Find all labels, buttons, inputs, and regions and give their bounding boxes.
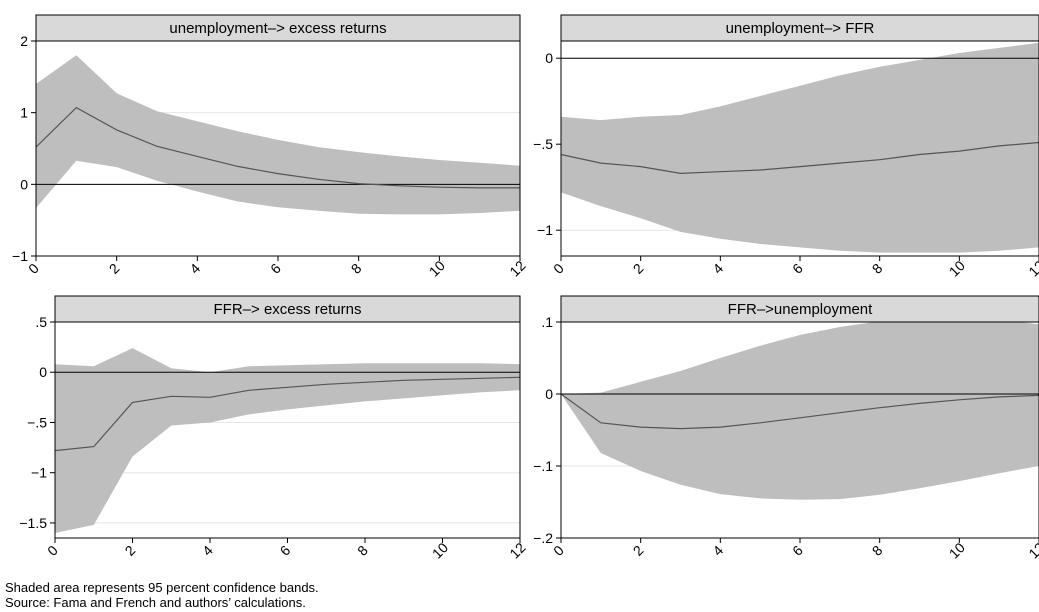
x-tick-label: 12 <box>506 539 528 560</box>
x-tick-label: 0 <box>44 542 61 559</box>
x-tick-label: 8 <box>348 260 365 277</box>
y-tick-label: −.5 <box>533 136 553 152</box>
panel-4: FFR–>unemployment −.2 −.1 0 .1 0 2 4 6 8 10 12 <box>533 295 1039 560</box>
x-tick-label: 4 <box>709 260 726 277</box>
x-tick-label: 8 <box>869 542 886 559</box>
y-tick-label: 1 <box>20 105 28 121</box>
y-tick-label: −.2 <box>533 530 553 546</box>
estimate-line <box>561 393 1039 430</box>
x-tick-label: 2 <box>106 260 123 277</box>
estimate-line <box>561 141 1039 175</box>
y-tick-label: −1 <box>31 465 47 481</box>
x-tick-label: 4 <box>199 542 216 559</box>
x-tick-label: 10 <box>429 539 451 560</box>
y-tick-label: −.5 <box>27 414 47 430</box>
note-confidence-bands: Shaded area represents 95 percent confid… <box>5 580 319 595</box>
y-tick-label: −.1 <box>533 458 553 474</box>
x-tick-label: 12 <box>506 257 528 279</box>
panel-title: unemployment–> FFR <box>726 20 875 37</box>
x-tick-label: 8 <box>869 260 886 277</box>
x-tick-label: 0 <box>25 260 42 277</box>
y-tick-label: .1 <box>541 314 553 330</box>
irf-figure: unemployment–> excess returns −1 0 1 2 0 2 4 6 8 1… <box>12 14 1039 560</box>
x-tick-label: 12 <box>1025 257 1039 279</box>
x-tick-label: 0 <box>550 260 567 277</box>
x-tick-label: 4 <box>186 260 203 277</box>
x-tick-label: 2 <box>630 542 647 559</box>
note-source: Source: Fama and French and authors’ cal… <box>5 595 306 610</box>
panel-title: FFR–>unemployment <box>728 301 873 318</box>
x-tick-label: 2 <box>630 260 647 277</box>
y-tick-label: 0 <box>39 364 47 380</box>
y-tick-label: −1.5 <box>19 515 47 531</box>
x-tick-label: 10 <box>946 257 968 279</box>
x-tick-label: 0 <box>550 542 567 559</box>
panel-header <box>54 295 521 323</box>
estimate-line <box>55 376 520 452</box>
panel-header <box>560 295 1039 323</box>
plot-area <box>561 322 1039 500</box>
estimate-line <box>36 106 520 189</box>
y-tick-label: −1 <box>12 248 28 264</box>
y-tick-label: 2 <box>20 33 28 49</box>
y-tick-label: .5 <box>35 314 47 330</box>
plot-area <box>55 348 520 533</box>
plot-area <box>36 55 520 215</box>
x-tick-label: 6 <box>267 260 284 277</box>
y-tick-label: 0 <box>20 176 28 192</box>
x-tick-label: 6 <box>789 260 806 277</box>
x-tick-label: 6 <box>277 542 294 559</box>
confidence-band <box>561 322 1039 500</box>
x-tick-label: 12 <box>1025 539 1039 560</box>
panel-2: unemployment–> FFR −1 −.5 0 0 2 4 6 8 10 12 <box>533 14 1039 280</box>
confidence-band <box>55 348 520 533</box>
x-tick-label: 10 <box>946 539 968 560</box>
confidence-band <box>561 42 1039 253</box>
plot-area <box>561 42 1039 253</box>
panel-header <box>560 14 1039 42</box>
panel-3: FFR–> excess returns −1.5 −1 −.5 0 .5 0 2 4 6 8 10 1… <box>19 295 529 560</box>
panel-title: FFR–> excess returns <box>214 301 362 318</box>
x-tick-label: 8 <box>354 542 371 559</box>
x-tick-label: 6 <box>789 542 806 559</box>
panel-title: unemployment–> excess returns <box>169 20 386 37</box>
x-tick-label: 4 <box>709 542 726 559</box>
y-tick-label: 0 <box>545 386 553 402</box>
y-tick-label: −1 <box>537 222 553 238</box>
x-tick-label: 10 <box>426 257 448 279</box>
confidence-band <box>36 55 520 215</box>
y-tick-label: 0 <box>545 50 553 66</box>
x-tick-label: 2 <box>122 542 139 559</box>
